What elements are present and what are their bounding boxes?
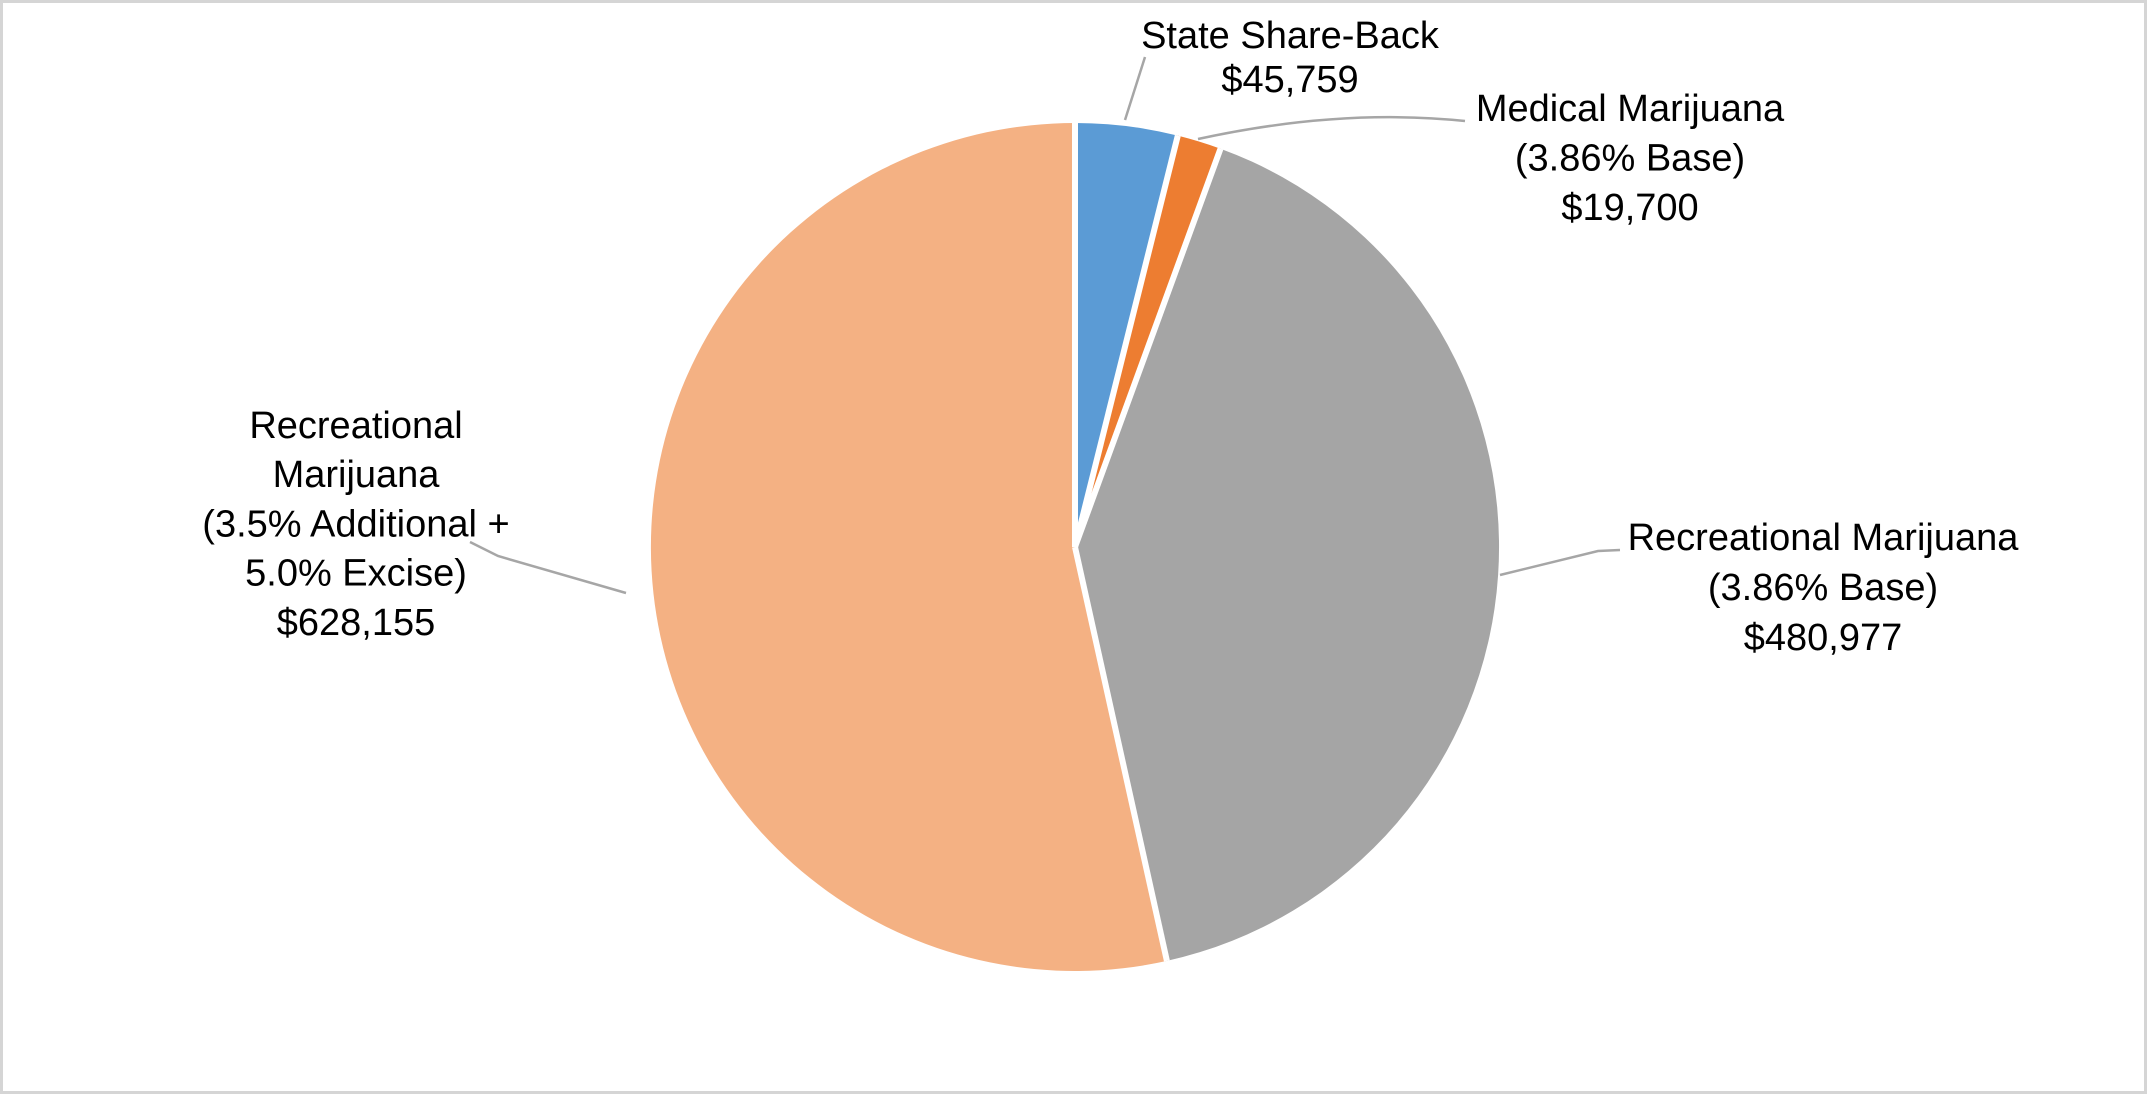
callout-label-recreational-base: Recreational Marijuana (3.86% Base) $480,9… <box>1628 517 2020 659</box>
leader-lines-group <box>469 56 1621 595</box>
pie-slice-recreational-additional-excise[interactable] <box>650 122 1167 971</box>
callout-label-state-share-back: State Share-Back $45,759 <box>1141 15 1440 101</box>
leader-line-state-share-back <box>1123 56 1147 121</box>
leader-line-recreational-base <box>1499 548 1621 577</box>
leader-line-recreational-additional-excise <box>469 540 627 595</box>
pie-slice-recreational-base[interactable] <box>1075 148 1500 961</box>
callout-labels-group: State Share-Back $45,759 Medical Marijuana… <box>202 15 2019 659</box>
separators-group <box>1072 123 1224 962</box>
leader-line-medical-base <box>1197 115 1466 141</box>
callout-label-medical-base: Medical Marijuana (3.86% Base) $19,700 <box>1476 88 1785 229</box>
slice-separator <box>1072 134 1181 548</box>
slice-separator <box>1072 546 1170 962</box>
callout-label-recreational-additional-excise: Recreational Marijuana (3.5% Additional +5… <box>202 405 509 644</box>
slice-separator <box>1072 147 1224 549</box>
